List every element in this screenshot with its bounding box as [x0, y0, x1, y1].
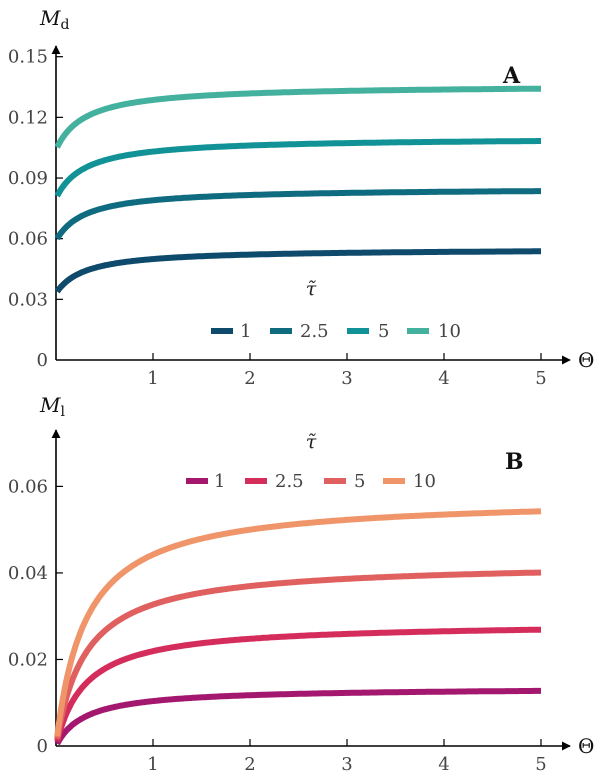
panel-letter: A [502, 63, 521, 89]
panel-a: 1 2 3 4 5 0 0.03 0.06 0.09 0.12 0.15 Md Θ Aτ̃ 1 2.5 5 10 [8, 6, 594, 389]
y-tick-label: 0.03 [8, 289, 48, 310]
x-tick-label: 5 [535, 754, 546, 775]
y-tick-label: 0.04 [8, 563, 48, 584]
x-tick-label: 1 [147, 754, 158, 775]
x-tick-label: 1 [147, 368, 158, 389]
legend-label: 10 [438, 321, 461, 342]
legend-title: τ̃ [306, 431, 317, 453]
legend-label: 5 [378, 321, 389, 342]
x-tick-label: 3 [341, 368, 352, 389]
x-tick-label: 2 [244, 368, 255, 389]
y-tick-label: 0.02 [8, 649, 48, 670]
x-tick-label: 5 [535, 368, 546, 389]
legend-label: 2.5 [300, 321, 329, 342]
y-tick-label: 0.15 [8, 47, 48, 68]
panel-letter: B [505, 449, 524, 475]
y-tick-label: 0.06 [8, 476, 48, 497]
legend-label: 10 [413, 471, 436, 492]
series-line-10 [54, 508, 543, 737]
y-tick-label: 0.09 [8, 168, 48, 189]
y-axis-title: Ml [39, 393, 65, 420]
series-line-2-5 [54, 626, 543, 743]
x-tick-label: 4 [438, 754, 449, 775]
series-line-5 [54, 569, 543, 740]
series-line-1 [54, 248, 543, 294]
x-tick-label: 4 [438, 368, 449, 389]
legend-label: 2.5 [275, 471, 304, 492]
legend-label: 1 [214, 471, 225, 492]
series-line-10 [54, 85, 543, 149]
legend-label: 5 [354, 471, 365, 492]
y-tick-label: 0 [37, 736, 48, 757]
series-line-5 [54, 138, 543, 198]
x-axis-title: Θ [578, 348, 594, 372]
x-tick-label: 3 [341, 754, 352, 775]
x-axis-title: Θ [578, 734, 594, 758]
panel-b: 1 2 3 4 5 0 0.02 0.04 0.06 Ml Θ Bτ̃ 1 2.5 5 10 [8, 393, 594, 775]
y-tick-label: 0.12 [8, 107, 48, 128]
y-tick-label: 0 [37, 350, 48, 371]
series-line-1 [54, 687, 543, 746]
legend-title: τ̃ [306, 278, 317, 300]
series-line-2-5 [54, 188, 543, 241]
legend-label: 1 [240, 321, 251, 342]
x-tick-label: 2 [244, 754, 255, 775]
y-tick-label: 0.06 [8, 229, 48, 250]
y-axis-title: Md [39, 6, 69, 33]
